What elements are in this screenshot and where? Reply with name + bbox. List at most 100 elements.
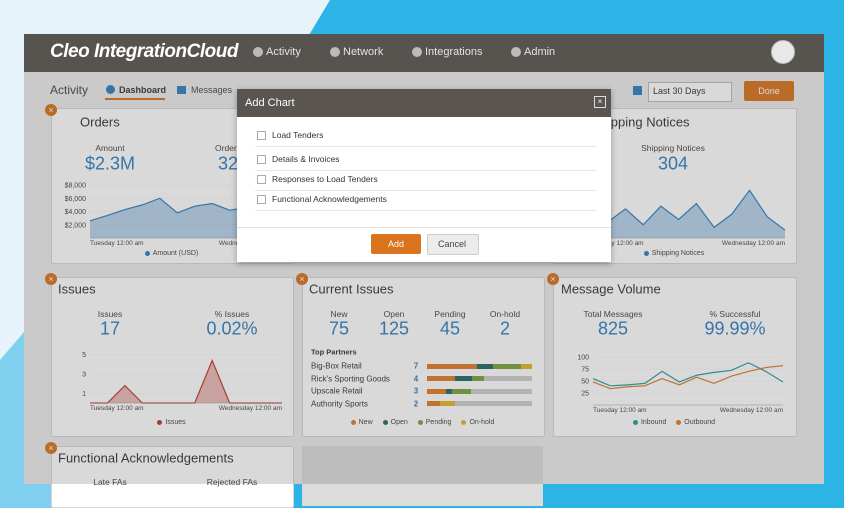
partner-bar: [427, 401, 532, 406]
card: [51, 277, 294, 437]
bar-segment: [427, 363, 478, 369]
remove-button[interactable]: ×: [45, 273, 57, 285]
stat-value: 825: [597, 318, 629, 339]
card-title: Orders: [80, 114, 120, 130]
nav-icon: [253, 47, 263, 57]
nav-item[interactable]: Activity: [266, 46, 301, 58]
done-button-text: Done: [758, 86, 780, 96]
legend-item: New: [350, 419, 373, 426]
legend-item: Amount (USD): [144, 250, 198, 257]
remove-button[interactable]: ×: [296, 273, 308, 285]
line: [592, 362, 784, 387]
y-tick-label: 1: [82, 391, 86, 398]
stat-label: On-hold: [489, 309, 521, 319]
line: [592, 365, 784, 390]
bar-segment: [452, 388, 472, 394]
stat-label: Late FAs: [93, 477, 127, 487]
date-select[interactable]: [648, 82, 732, 102]
tab[interactable]: Dashboard: [119, 85, 167, 95]
y-tick-label: $4,000: [65, 209, 87, 216]
partner-count: 4: [413, 374, 419, 383]
card-title: Functional Acknowledgements: [58, 450, 234, 466]
partner-bar: [427, 376, 532, 381]
legend-item: Outbound: [676, 419, 715, 426]
stat-label: Amount: [95, 143, 125, 153]
y-tick-label: 50: [581, 379, 589, 386]
stat-label: % Successful: [709, 309, 761, 319]
legend-dot: [632, 419, 638, 425]
checkbox[interactable]: [257, 155, 266, 164]
legend: Inbound Outbound: [553, 419, 795, 426]
legend-text: On-hold: [469, 419, 495, 426]
legend-text: Shipping Notices: [651, 250, 705, 257]
section-title: Top Partners: [311, 347, 357, 357]
x-label: Tuesday 12:00 am: [90, 240, 144, 247]
checkbox[interactable]: [257, 195, 266, 204]
partner-count: 7: [413, 361, 419, 371]
stat-value: 0.02%: [206, 318, 258, 339]
stat-label: Shipping Notices: [641, 143, 705, 153]
x-label: Wednesday 12:00 am: [722, 240, 785, 247]
legend-item: Shipping Notices: [643, 250, 705, 257]
stat-label: Pending: [434, 309, 466, 319]
nav-icon: [330, 47, 340, 57]
checkbox[interactable]: [257, 131, 266, 140]
modal-close[interactable]: ×: [594, 96, 606, 108]
placeholder-card: [302, 446, 543, 506]
nav-item[interactable]: Network: [343, 46, 384, 58]
card: [302, 277, 545, 437]
legend-dot: [350, 419, 356, 425]
add-button-text: Add: [387, 239, 405, 249]
bar-segment: [427, 376, 456, 381]
y-tick-label: 75: [581, 367, 589, 374]
y-tick-label: 25: [581, 391, 589, 398]
option-label: Responses to Load Tenders: [272, 174, 378, 184]
card-title: Message Volume: [561, 281, 661, 297]
legend-dot: [382, 419, 388, 425]
legend-item: Issues: [157, 419, 186, 426]
legend-text: New: [358, 419, 373, 426]
nav-icon: [511, 47, 521, 57]
card: [51, 446, 294, 508]
modal-header: [237, 89, 611, 117]
stat-value: $2.3M: [84, 153, 136, 174]
y-tick-label: $2,000: [65, 222, 87, 229]
checkbox[interactable]: [257, 175, 266, 184]
option-label: Details & Invoices: [272, 154, 340, 164]
tab[interactable]: Messages: [191, 85, 233, 95]
add-button[interactable]: [371, 234, 421, 254]
date-select-text: Last 30 Days: [653, 86, 706, 96]
logo[interactable]: Cleo IntegrationCloud: [50, 41, 238, 62]
stat-value: 75: [328, 318, 350, 339]
cancel-button-text: Cancel: [437, 239, 467, 249]
done-button[interactable]: [744, 81, 794, 101]
partner-bar: [427, 363, 532, 369]
legend-text: Issues: [165, 419, 186, 426]
remove-button[interactable]: ×: [45, 442, 57, 454]
tab-icon: [106, 85, 115, 94]
legend: New Open Pending On-hold: [302, 419, 543, 426]
stat-value: 32: [217, 153, 239, 174]
bar-segment: [477, 363, 494, 369]
nav-item[interactable]: Integrations: [425, 46, 483, 58]
x-label: Tuesday 12:00 am: [90, 405, 144, 412]
legend: Shipping Notices: [553, 250, 795, 257]
bar-segment: [445, 388, 453, 394]
option-rule: [255, 210, 597, 211]
legend: Issues: [51, 419, 292, 426]
bar-segment: [493, 363, 522, 369]
remove-button[interactable]: ×: [547, 273, 559, 285]
bar-segment: [439, 401, 456, 406]
nav-item[interactable]: Admin: [524, 46, 556, 58]
card-title: Current Issues: [309, 281, 394, 297]
stat-label: New: [330, 309, 348, 319]
partner-count: 2: [413, 399, 419, 408]
legend-text: Open: [390, 419, 408, 426]
remove-button[interactable]: ×: [45, 104, 57, 116]
area: [90, 198, 282, 238]
option-rule: [255, 146, 597, 147]
cancel-button[interactable]: [427, 234, 479, 255]
avatar[interactable]: [771, 40, 795, 64]
legend-dot: [144, 250, 150, 256]
